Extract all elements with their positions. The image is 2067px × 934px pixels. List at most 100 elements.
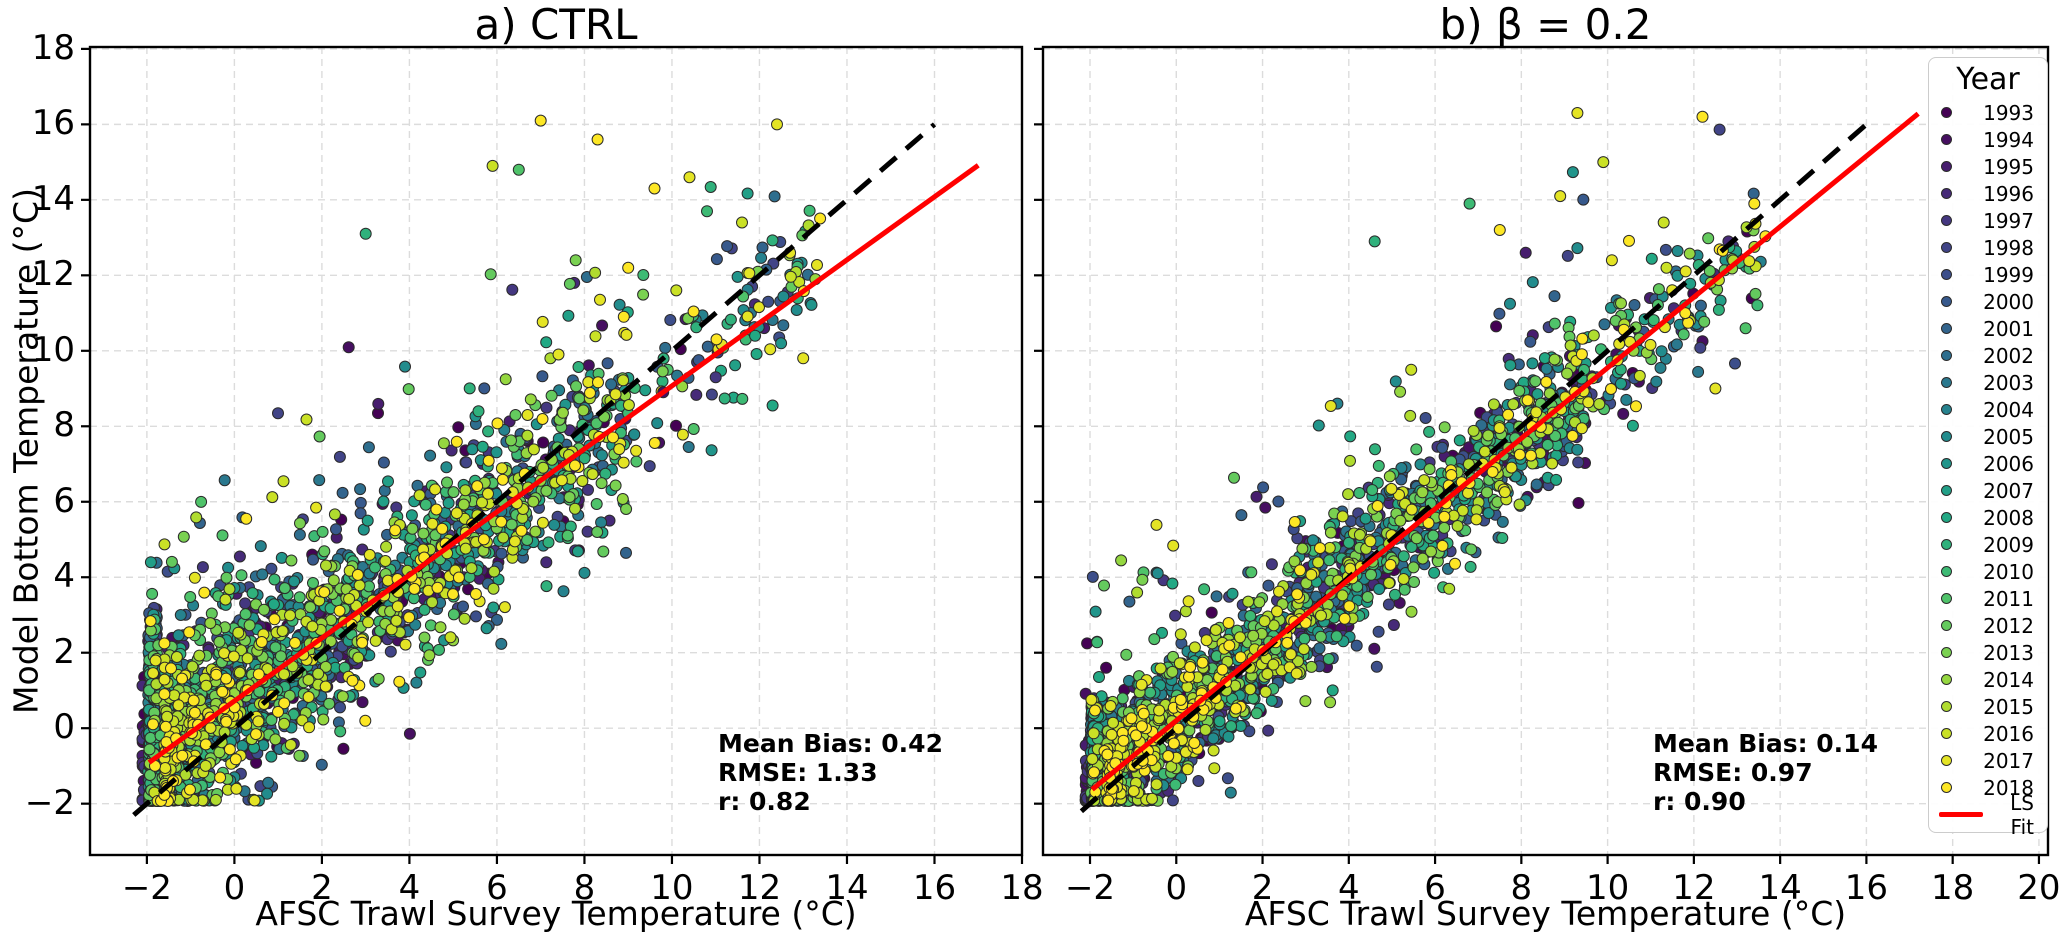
year-label: 2008: [1983, 505, 2034, 530]
legend-entry-year: 2015: [1929, 693, 2047, 720]
year-color-swatch: [1941, 485, 1952, 496]
year-color-swatch: [1941, 188, 1952, 199]
year-label: 2005: [1983, 424, 2034, 449]
year-label: 2003: [1983, 370, 2034, 395]
year-color-swatch: [1941, 782, 1952, 793]
panel-a-plot: [81, 45, 1024, 864]
y-tick-label: 10: [31, 329, 75, 370]
year-color-swatch: [1941, 377, 1952, 388]
year-color-swatch: [1941, 242, 1952, 253]
year-color-swatch: [1941, 755, 1952, 766]
legend-entry-year: 2018: [1929, 774, 2047, 801]
year-label: 2010: [1983, 559, 2034, 584]
legend-entry-year: 1997: [1929, 207, 2047, 234]
legend-entry-year: 2004: [1929, 396, 2047, 423]
x-tick-label: 4: [1337, 868, 1360, 908]
year-color-swatch: [1941, 647, 1952, 658]
year-label: 1998: [1983, 235, 2034, 260]
year-color-swatch: [1941, 458, 1952, 469]
year-label: 1996: [1983, 181, 2034, 206]
panel-a-x-axis-label: AFSC Trawl Survey Temperature (°C): [255, 894, 857, 933]
legend-entry-year: 2011: [1929, 585, 2047, 612]
x-tick-label: 6: [486, 868, 508, 908]
year-color-swatch: [1941, 512, 1952, 523]
legend-entry-year: 2016: [1929, 720, 2047, 747]
legend-entry-year: 2012: [1929, 612, 2047, 639]
legend-entry-year: 2014: [1929, 666, 2047, 693]
x-tick-label: 12: [1672, 868, 1716, 908]
year-label: 2012: [1983, 613, 2034, 638]
legend-entry-year: 1999: [1929, 261, 2047, 288]
year-label: 2015: [1983, 694, 2034, 719]
year-label: 1999: [1983, 262, 2034, 287]
year-color-swatch: [1941, 728, 1952, 739]
legend-entry-year: 1994: [1929, 126, 2047, 153]
y-tick-label: 18: [31, 27, 75, 68]
ls-fit-line: [147, 163, 980, 765]
one-to-one-line: [132, 122, 937, 817]
y-tick-label: 0: [53, 707, 75, 748]
year-label: 2000: [1983, 289, 2034, 314]
year-color-swatch: [1941, 350, 1952, 361]
year-label: 2007: [1983, 478, 2034, 503]
one-to-one-line: [1079, 118, 1873, 814]
r-value: r: 0.90: [1653, 787, 1746, 816]
x-tick-label: 2: [1251, 868, 1274, 908]
mean-bias-value: Mean Bias: 0.14: [1653, 729, 1878, 758]
y-tick-label: −2: [24, 782, 75, 823]
rmse-value: RMSE: 1.33: [718, 758, 878, 787]
plot-border: [1041, 45, 2050, 857]
lsfit-line-swatch: [1939, 812, 1983, 817]
year-legend: Year 1993 1994 1995 1996 1997 1998 1999 2000 200…: [1928, 57, 2048, 839]
y-tick-label: 16: [31, 103, 75, 144]
lsfit-label: LS Fit: [2010, 790, 2034, 839]
legend-entry-year: 2013: [1929, 639, 2047, 666]
x-tick-label: 18: [1931, 868, 1975, 908]
r-value: r: 0.82: [718, 787, 811, 816]
year-label: 2009: [1983, 532, 2034, 557]
x-tick-label: −2: [1064, 868, 1116, 908]
legend-entry-year: 2001: [1929, 315, 2047, 342]
x-tick-label: 18: [1000, 868, 1044, 908]
panel-a-stats: Mean Bias: 0.42 RMSE: 1.33 r: 0.82: [718, 729, 943, 816]
legend-entry-year: 1996: [1929, 180, 2047, 207]
year-label: 2013: [1983, 640, 2034, 665]
legend-entry-year: 2005: [1929, 423, 2047, 450]
legend-lsfit-entry: LS Fit: [1929, 791, 2047, 839]
year-label: 1994: [1983, 127, 2034, 152]
year-label: 2014: [1983, 667, 2034, 692]
year-label: 2006: [1983, 451, 2034, 476]
panel-b-plot: [1034, 45, 2050, 864]
panel-b-stats: Mean Bias: 0.14 RMSE: 0.97 r: 0.90: [1653, 729, 1878, 816]
plot-border: [88, 45, 1024, 857]
x-tick-label: 0: [1165, 868, 1188, 908]
y-tick-label: 14: [31, 178, 75, 219]
x-tick-label: −2: [121, 868, 172, 908]
year-color-swatch: [1941, 404, 1952, 415]
year-color-swatch: [1941, 161, 1952, 172]
x-tick-label: 2: [311, 868, 333, 908]
y-tick-label: 4: [53, 556, 75, 597]
mean-bias-value: Mean Bias: 0.42: [718, 729, 943, 758]
x-tick-label: 8: [573, 868, 596, 908]
rmse-value: RMSE: 0.97: [1653, 758, 1813, 787]
x-tick-label: 8: [1510, 868, 1533, 908]
year-color-swatch: [1941, 134, 1952, 145]
year-label: 2001: [1983, 316, 2034, 341]
x-tick-label: 0: [223, 868, 246, 908]
year-label: 1995: [1983, 154, 2034, 179]
year-color-swatch: [1941, 674, 1952, 685]
ls-fit-line: [1090, 111, 1920, 792]
x-tick-label: 20: [2017, 868, 2061, 908]
x-tick-label: 10: [650, 868, 694, 908]
year-label: 2016: [1983, 721, 2034, 746]
y-tick-label: 6: [53, 480, 75, 521]
year-color-swatch: [1941, 107, 1952, 118]
panel-a-title: a) CTRL: [474, 0, 638, 49]
legend-entry-year: 2000: [1929, 288, 2047, 315]
legend-entry-year: 1998: [1929, 234, 2047, 261]
x-tick-label: 16: [912, 868, 957, 908]
y-tick-label: 2: [53, 631, 75, 672]
legend-title: Year: [1956, 62, 2020, 97]
